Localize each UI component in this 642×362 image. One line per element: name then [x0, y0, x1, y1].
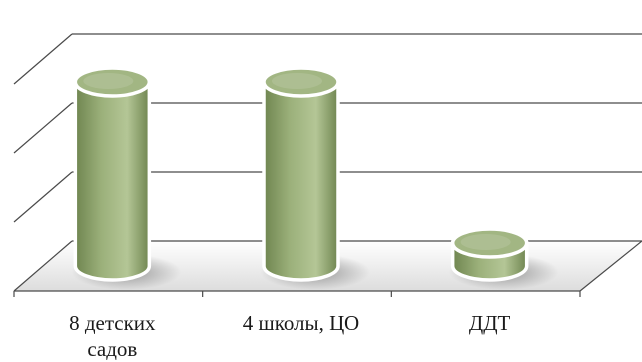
- floor-right-edge: [579, 240, 642, 292]
- category-label: ДДТ: [468, 311, 511, 335]
- bar: [450, 227, 529, 282]
- category-label: 4 школы, ЦО: [242, 311, 360, 335]
- bar: [73, 66, 152, 282]
- gridline: [13, 171, 642, 223]
- gridlines: [13, 33, 642, 297]
- bar: [262, 66, 340, 282]
- category-label: 8 детских садов: [69, 311, 156, 361]
- gridline: [13, 240, 642, 292]
- bars: [73, 66, 529, 282]
- gridline: [13, 102, 642, 154]
- gridline: [13, 33, 642, 85]
